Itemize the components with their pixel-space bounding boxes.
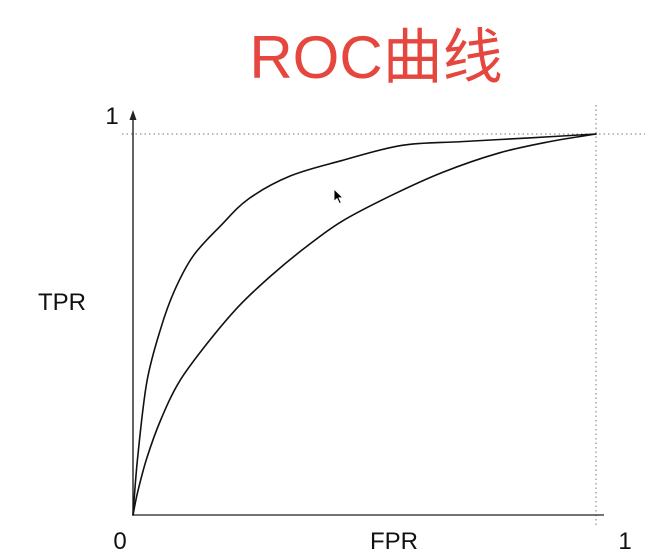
x-tick-label-1: 1 [618,528,631,554]
mouse-pointer-icon [333,188,344,205]
roc-curves [132,133,597,516]
y-tick-label-1: 1 [105,103,118,130]
x-axis-label: FPR [370,528,418,554]
roc-curve-2 [132,133,597,516]
y-axis-label: TPR [38,289,86,316]
reference-lines [122,105,645,525]
chart-title: ROC曲线 [249,24,502,91]
roc-curve-1 [132,133,597,516]
y-axis-arrow [129,110,137,120]
x-tick-label-0: 0 [113,528,126,554]
